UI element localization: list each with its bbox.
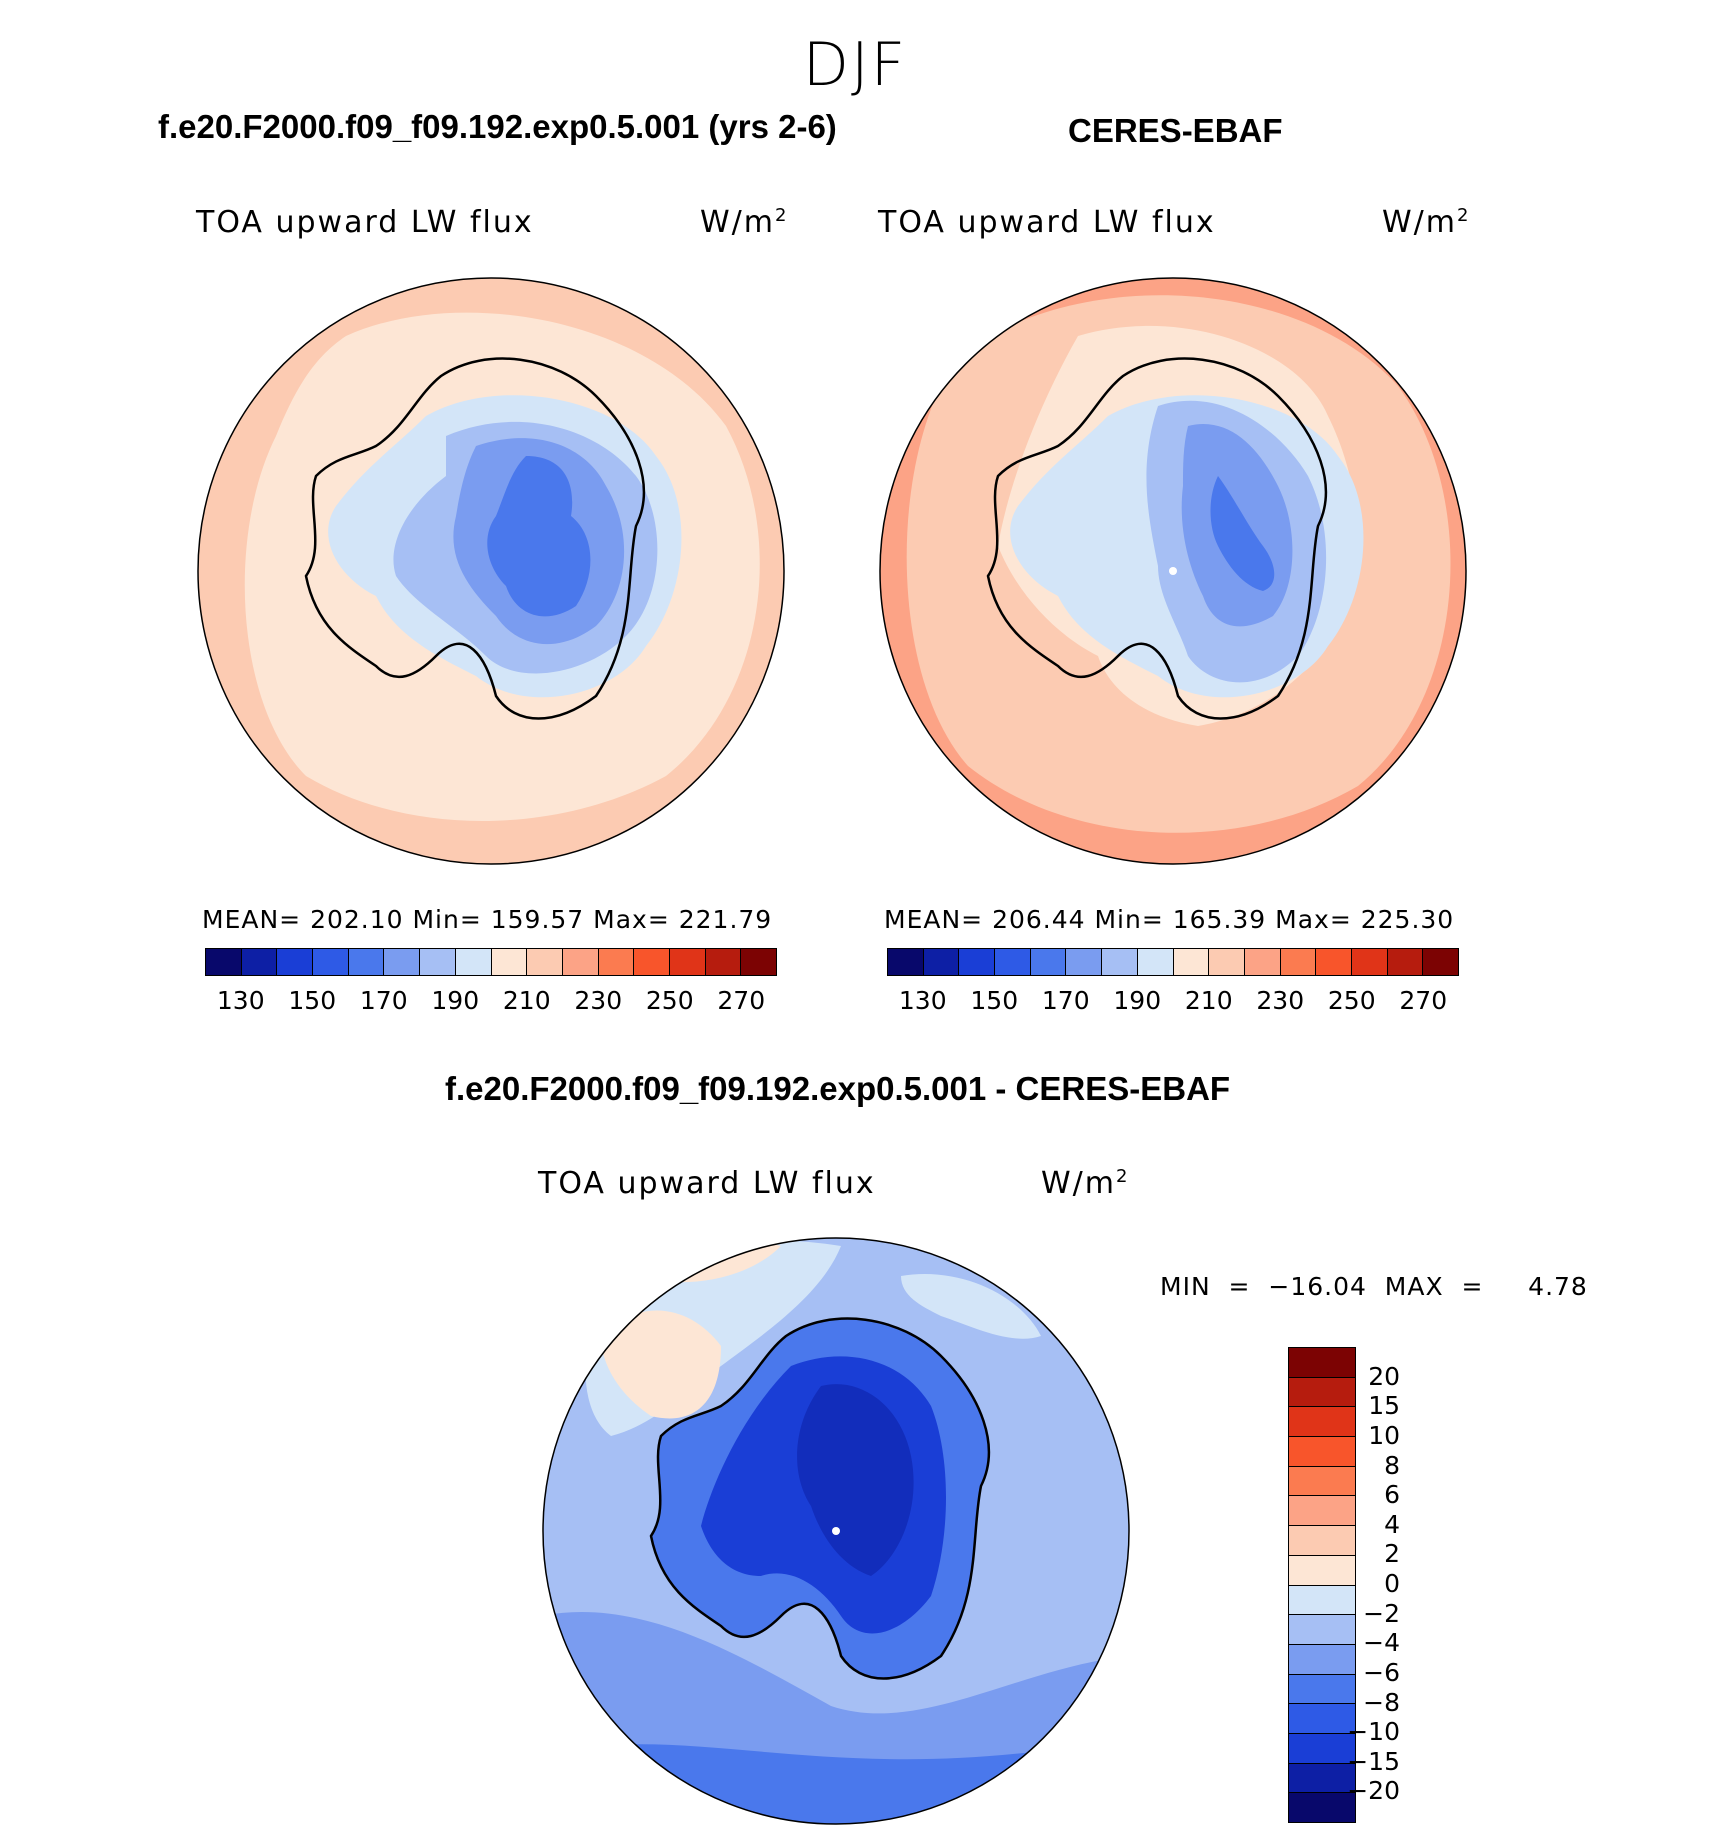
- colorbar-tick-label: 270: [1399, 986, 1448, 1015]
- colorbar-swatch: [1289, 1466, 1355, 1497]
- colorbar-tick-label: 170: [359, 986, 408, 1015]
- colorbar-tick-label: 4: [1384, 1509, 1400, 1539]
- colorbar-tick-label: −8: [1363, 1687, 1400, 1717]
- colorbar-swatch: [923, 949, 960, 975]
- colorbar-tick-label: 150: [288, 986, 337, 1015]
- colorbar-swatch: [1289, 1793, 1355, 1822]
- colorbar-swatch: [1289, 1496, 1355, 1527]
- colorbar-swatch: [277, 949, 314, 975]
- panel1-stats: MEAN= 202.10 Min= 159.57 Max= 221.79: [202, 905, 773, 934]
- diff-colorbar: [1288, 1347, 1356, 1823]
- colorbar-swatch: [1289, 1763, 1355, 1794]
- colorbar-tick-label: 0: [1384, 1569, 1400, 1598]
- colorbar-tick-label: 250: [645, 986, 694, 1015]
- colorbar-swatch: [1289, 1644, 1355, 1675]
- panel1-map: [197, 277, 785, 865]
- colorbar-swatch: [888, 949, 924, 975]
- colorbar-tick-label: 10: [1368, 1420, 1400, 1450]
- colorbar-tick-label: 15: [1368, 1391, 1400, 1421]
- colorbar-swatch: [420, 949, 456, 975]
- colorbar-swatch: [527, 949, 563, 975]
- colorbar-tick-label: −20: [1347, 1776, 1400, 1806]
- colorbar-swatch: [669, 949, 706, 975]
- colorbar-tick-label: −2: [1363, 1598, 1400, 1628]
- panel1-unit: W/m2: [700, 205, 789, 240]
- colorbar-swatch: [1387, 949, 1424, 975]
- colorbar-tick-label: 130: [216, 986, 265, 1015]
- colorbar-tick-label: 8: [1384, 1450, 1400, 1480]
- colorbar-swatch: [1102, 949, 1138, 975]
- colorbar-tick-label: −4: [1363, 1628, 1400, 1658]
- colorbar-swatch: [598, 949, 635, 975]
- colorbar-swatch: [455, 949, 492, 975]
- diff-title: f.e20.F2000.f09_f09.192.exp0.5.001 - CER…: [445, 1070, 1231, 1107]
- colorbar-swatch: [1066, 949, 1103, 975]
- colorbar-tick-label: 250: [1327, 986, 1376, 1015]
- colorbar-swatch: [562, 949, 599, 975]
- colorbar-tick-label: 270: [717, 986, 766, 1015]
- colorbar-tick-label: 210: [1184, 986, 1233, 1015]
- diff-map: [542, 1237, 1130, 1825]
- colorbar-tick-label: 2: [1384, 1539, 1400, 1569]
- colorbar-tick-label: 170: [1041, 986, 1090, 1015]
- panel2-variable: TOA upward LW flux: [878, 205, 1216, 240]
- colorbar-tick-label: −6: [1363, 1657, 1400, 1687]
- colorbar-tick-label: 230: [574, 986, 623, 1015]
- colorbar-swatch: [1244, 949, 1281, 975]
- colorbar-swatch: [1289, 1733, 1355, 1764]
- colorbar-swatch: [1289, 1526, 1355, 1556]
- colorbar-swatch: [1289, 1704, 1355, 1734]
- colorbar-swatch: [705, 949, 742, 975]
- colorbar-swatch: [634, 949, 670, 975]
- colorbar-swatch: [1289, 1437, 1355, 1467]
- colorbar-swatch: [1137, 949, 1174, 975]
- colorbar-tick-label: 130: [898, 986, 947, 1015]
- colorbar-swatch: [1209, 949, 1245, 975]
- colorbar-swatch: [1316, 949, 1352, 975]
- colorbar-swatch: [1280, 949, 1317, 975]
- colorbar-tick-label: −15: [1347, 1746, 1400, 1776]
- colorbar-tick-label: 230: [1256, 986, 1305, 1015]
- panel1-variable: TOA upward LW flux: [196, 205, 534, 240]
- colorbar-tick-label: 150: [970, 986, 1019, 1015]
- panel1-title: f.e20.F2000.f09_f09.192.exp0.5.001 (yrs …: [158, 108, 837, 145]
- colorbar-swatch: [491, 949, 528, 975]
- colorbar-swatch: [348, 949, 385, 975]
- colorbar-swatch: [1289, 1348, 1355, 1378]
- colorbar-tick-label: 20: [1368, 1361, 1400, 1391]
- colorbar-swatch: [313, 949, 349, 975]
- panel2-map: [879, 277, 1467, 865]
- season-title: DJF: [802, 30, 908, 100]
- panel2-colorbar: 130 150 170 190 210 230 250 270: [887, 948, 1459, 1016]
- colorbar-swatch: [1289, 1585, 1355, 1616]
- diff-stats: MIN = −16.04 MAX = 4.78: [1160, 1272, 1588, 1301]
- colorbar-swatch: [1289, 1555, 1355, 1586]
- colorbar-tick-label: 210: [502, 986, 551, 1015]
- colorbar-swatch: [1173, 949, 1210, 975]
- colorbar-tick-label: 6: [1384, 1480, 1400, 1510]
- colorbar-tick-label: 190: [431, 986, 480, 1015]
- colorbar-swatch: [995, 949, 1031, 975]
- diff-variable: TOA upward LW flux: [538, 1166, 876, 1201]
- colorbar-swatch: [1289, 1674, 1355, 1705]
- colorbar-swatch: [384, 949, 421, 975]
- colorbar-swatch: [1423, 949, 1458, 975]
- colorbar-swatch: [1289, 1615, 1355, 1645]
- diff-unit: W/m2: [1041, 1166, 1130, 1201]
- colorbar-tick-label: 190: [1113, 986, 1162, 1015]
- colorbar-swatch: [959, 949, 996, 975]
- colorbar-swatch: [1030, 949, 1067, 975]
- colorbar-swatch: [1289, 1377, 1355, 1408]
- panel1-colorbar: 130 150 170 190 210 230 250 270: [205, 948, 777, 1016]
- panel2-stats: MEAN= 206.44 Min= 165.39 Max= 225.30: [884, 905, 1455, 934]
- colorbar-swatch: [1289, 1407, 1355, 1438]
- colorbar-swatch: [241, 949, 278, 975]
- colorbar-swatch: [1351, 949, 1388, 975]
- panel2-title: CERES-EBAF: [1068, 112, 1283, 149]
- colorbar-swatch: [206, 949, 242, 975]
- colorbar-tick-label: −10: [1347, 1717, 1400, 1747]
- diff-colorbar-ticks: 20 15 10 8 6 4 2 0 −2 −4 −6 −8 −10 −15 −20: [1340, 1347, 1420, 1821]
- colorbar-swatch: [741, 949, 776, 975]
- panel2-unit: W/m2: [1382, 205, 1471, 240]
